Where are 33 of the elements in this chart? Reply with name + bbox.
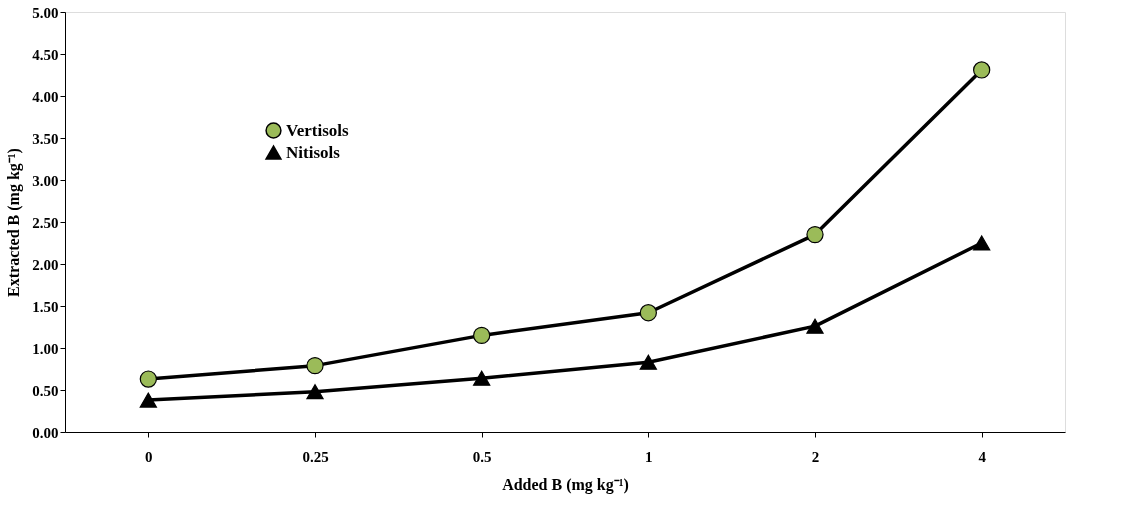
point: [473, 370, 491, 386]
y-axis-title: Extracted B (mg kg⁻¹): [5, 148, 24, 297]
x-axis-title: Added B (mg kg⁻¹): [502, 475, 629, 494]
y-tick-label: 4.50: [32, 46, 59, 63]
point: [139, 392, 157, 408]
y-tick-label: 3.50: [32, 130, 59, 147]
y-tick-label: 0.00: [32, 424, 59, 441]
legend-label: Vertisols: [286, 120, 350, 140]
y-tick-label: 0.50: [32, 382, 59, 399]
point: [639, 354, 657, 370]
y-tick-label: 2.50: [32, 214, 59, 231]
x-tick-label: 4: [978, 448, 987, 465]
x-tick-label: 2: [811, 448, 820, 465]
y-tick-label: 4.00: [32, 88, 59, 105]
point: [806, 318, 824, 334]
point: [306, 356, 324, 375]
y-tick-label: 1.50: [32, 298, 59, 315]
x-tick-label: 0.5: [472, 448, 492, 465]
y-tick-label: 3.00: [32, 172, 59, 189]
point: [306, 384, 324, 400]
y-tick-label: 5.00: [32, 4, 59, 21]
x-tick-label: 0.25: [302, 448, 329, 465]
point: [973, 235, 991, 251]
point: [806, 225, 824, 244]
x-tick-label: 0: [145, 448, 153, 465]
y-tick-label: 2.00: [32, 256, 59, 273]
legend-label: Nitisols: [286, 142, 341, 162]
y-tick-label: 1.00: [32, 340, 59, 357]
point: [639, 304, 657, 322]
point: [973, 61, 991, 79]
point: [473, 326, 491, 345]
point: [139, 370, 157, 388]
x-tick-label: 1: [645, 448, 653, 465]
